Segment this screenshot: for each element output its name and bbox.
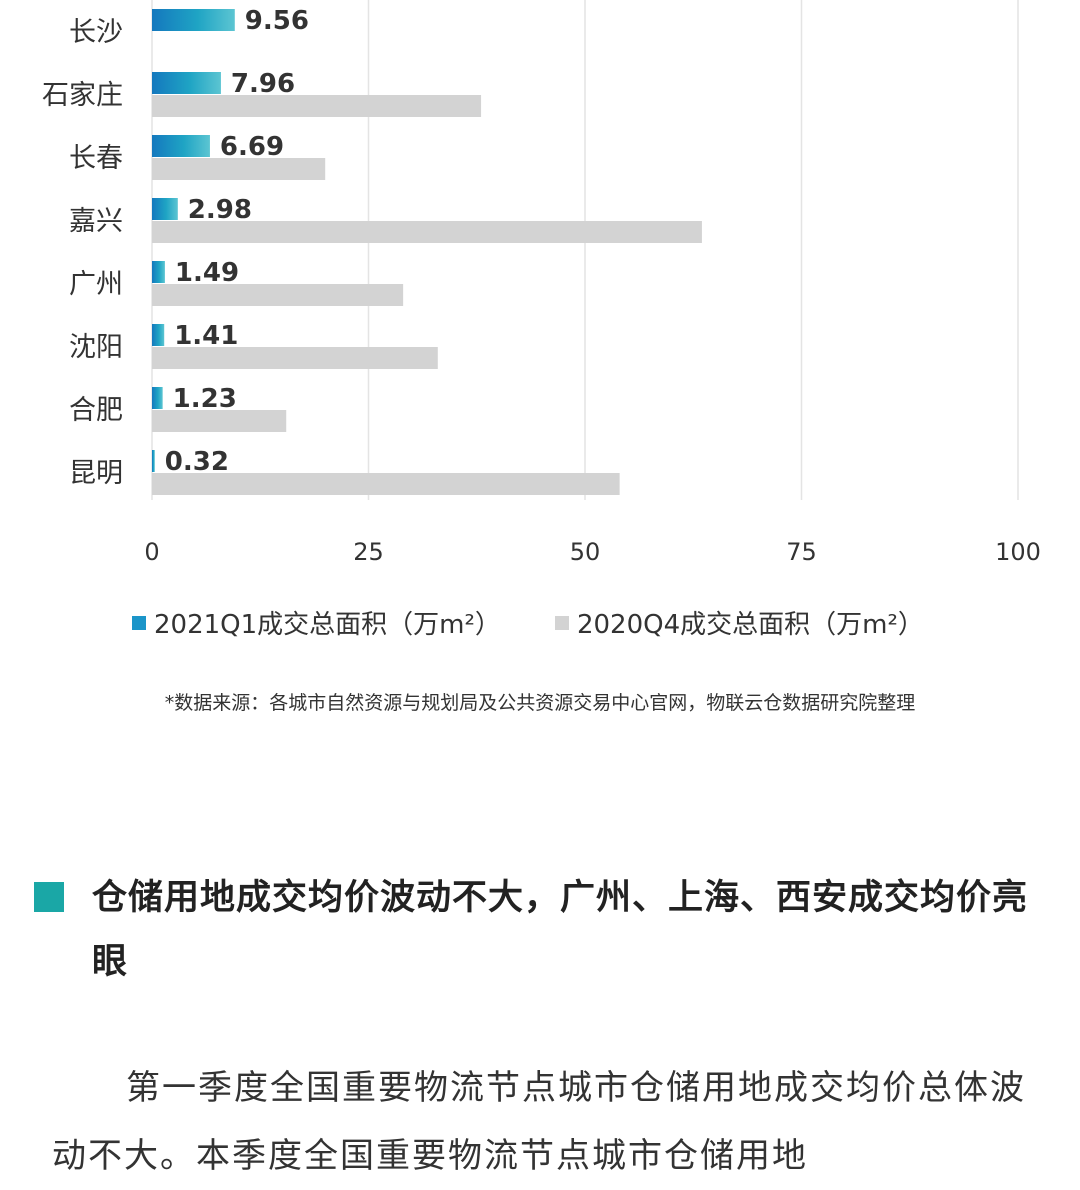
heading-marker [34,882,64,912]
x-tick-label-50: 50 [570,538,601,566]
category-label: 广州 [69,269,123,300]
data-label-2021q1: 6.69 [220,132,284,162]
data-label-2021q1: 7.96 [231,69,295,99]
x-tick-label-100: 100 [995,538,1041,566]
bar-2021q1 [152,261,165,283]
bar-2021q1 [152,387,163,409]
source-note: *数据来源：各城市自然资源与规划局及公共资源交易中心官网，物联云仓数据研究院整理 [164,692,916,714]
legend-label-2021q1: 2021Q1成交总面积（万m²） [154,610,501,640]
section-heading: 仓储用地成交均价波动不大，广州、上海、西安成交均价亮眼 [34,866,1044,994]
bar-2020q4 [152,410,287,432]
bar-2021q1 [152,9,235,31]
bar-chart: 长沙 9.56 石家庄 7.96 长春 6.69 嘉兴 2.98 广州 1.49 沈阳 1.41 合肥 1… [42,0,1041,566]
x-tick-label-75: 75 [786,538,817,566]
bar-2021q1 [152,324,165,346]
data-label-2021q1: 1.23 [173,384,237,414]
bar-2020q4 [152,158,326,180]
legend-item-2021q1: 2021Q1成交总面积（万m²） [132,604,501,641]
bar-2020q4 [152,284,404,306]
data-label-2021q1: 9.56 [245,6,309,36]
bar-2020q4 [152,473,620,495]
x-tick-label-0: 0 [144,538,159,566]
category-label: 石家庄 [42,80,123,111]
bar-2020q4 [152,221,702,243]
category-label: 嘉兴 [69,206,123,237]
category-label: 长沙 [69,17,123,48]
data-label-2021q1: 0.32 [165,447,229,477]
category-label: 昆明 [69,458,123,489]
bar-2021q1 [152,72,221,94]
legend-swatch-2021q1 [132,615,146,630]
body-paragraph: 第一季度全国重要物流节点城市仓储用地成交均价总体波动不大。本季度全国重要物流节点… [52,1068,1026,1176]
data-label-2021q1: 1.41 [174,321,238,351]
bar-2021q1 [152,198,178,220]
legend-label-2020q4: 2020Q4成交总面积（万m²） [576,610,924,640]
category-label: 长春 [69,143,123,174]
chart-legend: 2021Q1成交总面积（万m²） 2020Q4成交总面积（万m²） [132,604,924,641]
x-tick-label-25: 25 [353,538,384,566]
bar-2021q1 [152,450,155,472]
category-label: 沈阳 [69,332,123,363]
heading-text: 仓储用地成交均价波动不大，广州、上海、西安成交均价亮眼 [92,878,1029,982]
data-label-2021q1: 1.49 [175,258,239,288]
legend-swatch-2020q4 [554,615,569,630]
data-label-2021q1: 2.98 [188,195,252,225]
category-label: 合肥 [69,395,123,426]
legend-item-2020q4: 2020Q4成交总面积（万m²） [554,604,924,641]
bar-2021q1 [152,135,210,157]
bar-2020q4 [152,95,482,117]
bar-2020q4 [152,347,438,369]
